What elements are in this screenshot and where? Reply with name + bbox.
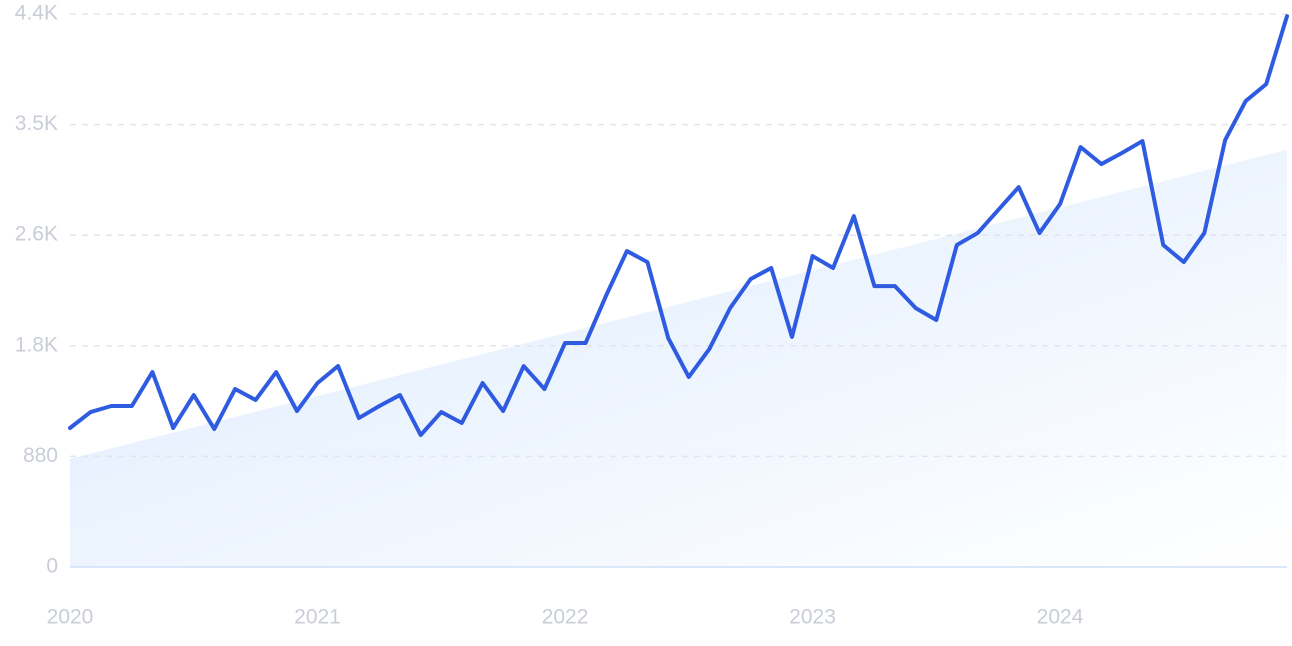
x-tick-label: 2023 (789, 606, 836, 629)
x-tick-label: 2020 (47, 606, 94, 629)
data-line (68, 14, 1289, 438)
y-tick-label: 4.4K (15, 2, 58, 25)
x-tick-label: 2022 (542, 606, 589, 629)
x-tick-label: 2021 (294, 606, 341, 629)
y-tick-label: 3.5K (15, 112, 58, 135)
y-tick-label: 1.8K (15, 333, 58, 356)
y-tick-label: 880 (23, 444, 58, 467)
y-tick-label: 0 (46, 555, 58, 578)
y-tick-label: 2.6K (15, 223, 58, 246)
x-tick-label: 2024 (1037, 606, 1084, 629)
